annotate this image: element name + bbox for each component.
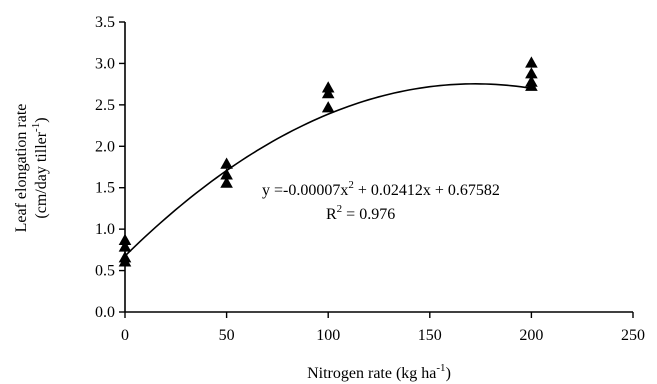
x-tick-label: 200 [519, 327, 543, 344]
x-tick-label: 150 [418, 327, 442, 344]
y-tick-label: 1.5 [95, 180, 115, 197]
y-tick-label: 2.5 [95, 97, 115, 114]
x-tick-label: 0 [121, 327, 129, 344]
points-layer [118, 56, 538, 267]
y-tick-label: 2.0 [95, 138, 115, 155]
y-tick-label: 1.0 [95, 221, 115, 238]
fit-curve [124, 83, 532, 257]
x-tick-label: 250 [621, 327, 645, 344]
x-tick-label: 100 [316, 327, 340, 344]
y-tick-label: 0.5 [95, 263, 115, 280]
data-point [220, 168, 233, 180]
y-tick-label: 3.5 [95, 14, 115, 31]
data-point [321, 101, 335, 113]
data-point [118, 255, 132, 267]
data-point [525, 67, 538, 79]
data-point [525, 56, 538, 68]
data-point [321, 81, 335, 93]
fit-r-squared: R2 = 0.976 [326, 203, 395, 223]
fit-equation: y =-0.00007x2 + 0.02412x + 0.67582 [262, 179, 500, 199]
x-tick-label: 50 [219, 327, 235, 344]
data-point [118, 240, 132, 252]
y-axis-title-line2: (cm/day tiller-1) [30, 117, 50, 218]
y-axis-title-line1: Leaf elongation rate [13, 104, 30, 233]
y-tick-label: 0.0 [95, 304, 115, 321]
data-point [220, 157, 233, 169]
data-point [525, 79, 538, 91]
fit-layer [124, 83, 532, 257]
x-axis-title: Nitrogen rate (kg ha-1) [307, 362, 451, 382]
data-point [220, 176, 233, 188]
data-point [321, 87, 335, 99]
data-point [118, 233, 132, 245]
axes: 0 50 100 150 200 250 0.0 0.5 1.0 1.5 2.0 2.5 3.0 3.5 [95, 14, 645, 344]
y-tick-label: 3.0 [95, 55, 115, 72]
